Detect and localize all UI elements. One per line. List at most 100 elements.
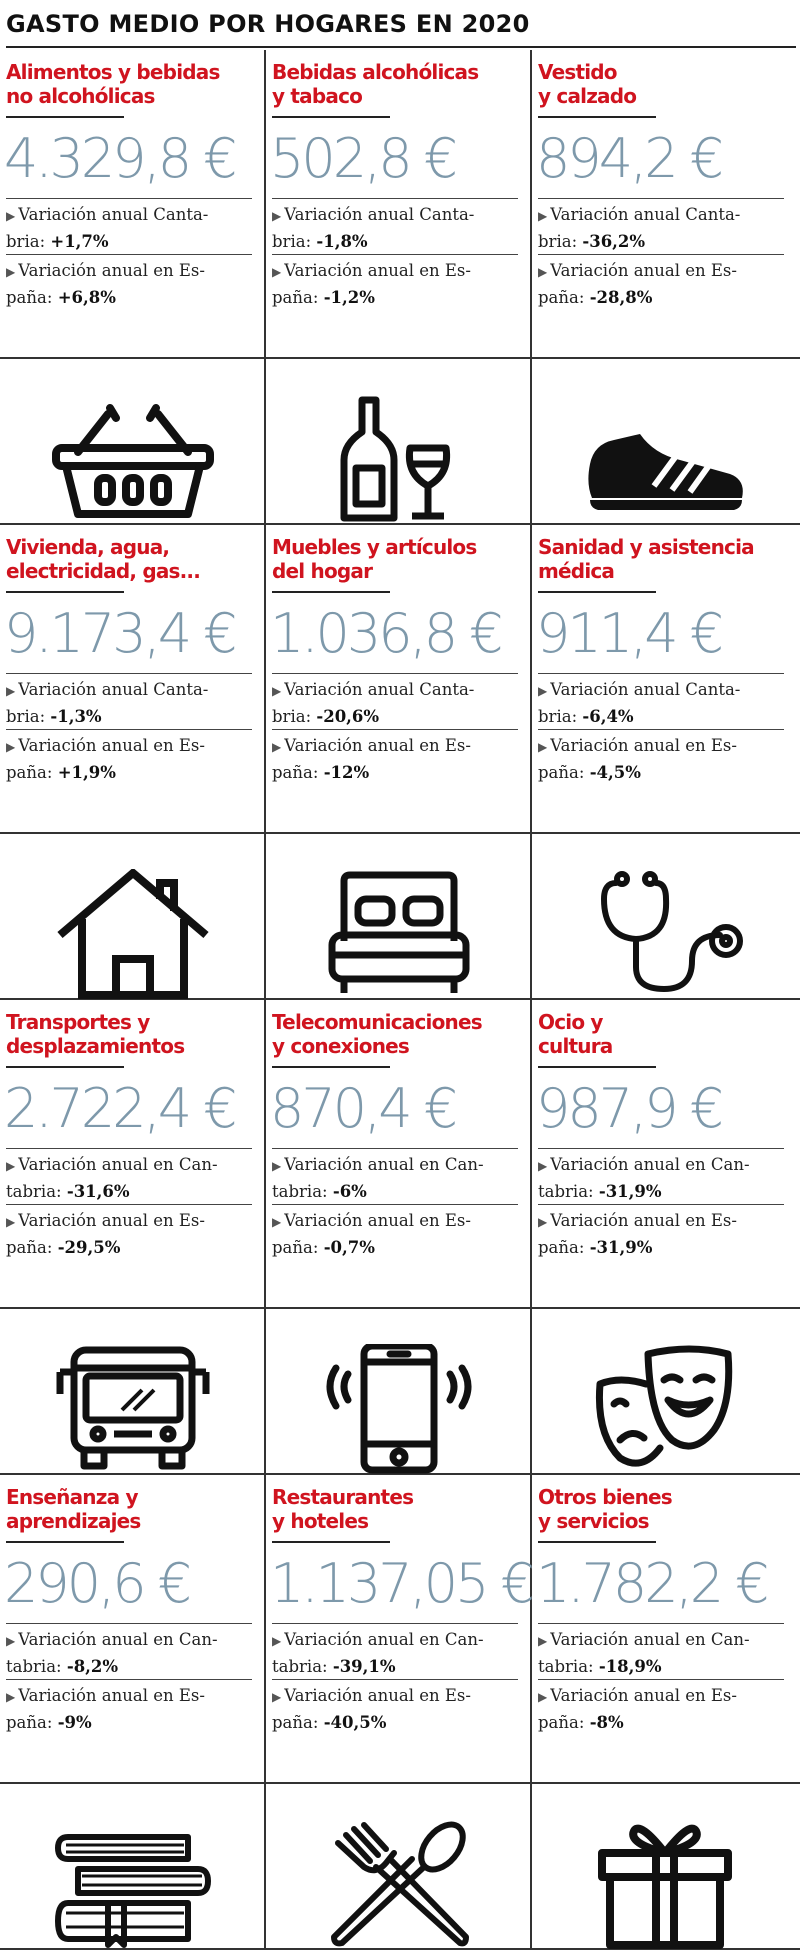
category-cell: Transportes y desplazamientos 2.722,4 € ▶ V… [0,1000,266,1475]
cantabria-variation-label: Variación anual Canta- bria: [272,205,475,251]
category-name: Enseñanza y aprendizajes [6,1485,141,1533]
category-cell: Vestido y calzado 894,2 € ▶ Variación anual… [532,50,798,525]
triangle-bullet-icon: ▶ [272,1159,282,1173]
cantabria-variation: ▶ Variación anual en Can- tabria: -39,1% [272,1627,524,1679]
average-spending-amount: 502,8 € [270,127,458,190]
variation-divider [538,1148,784,1150]
category-name: Bebidas alcohólicas y tabaco [272,60,479,108]
triangle-bullet-icon: ▶ [538,740,548,754]
cantabria-variation-value: -20,6% [316,707,380,726]
triangle-bullet-icon: ▶ [538,1690,548,1704]
category-underline [272,116,390,118]
category-underline [6,116,124,118]
category-underline [272,591,390,593]
spain-variation: ▶ Variación anual en Es- paña: -9% [6,1683,258,1735]
cantabria-variation-value: +1,7% [50,232,109,251]
page-title: GASTO MEDIO POR HOGARES EN 2020 [6,8,796,48]
cantabria-variation-label: Variación anual Canta- bria: [538,205,741,251]
category-cell: Enseñanza y aprendizajes 290,6 € ▶ Variació… [0,1475,266,1950]
spain-variation-label: Variación anual en Es- paña: [6,261,205,307]
bed-icon [314,869,484,999]
cantabria-variation-label: Variación anual Canta- bria: [6,680,209,726]
spain-variation-value: -40,5% [323,1713,387,1732]
cantabria-variation: ▶ Variación anual en Can- tabria: -31,6% [6,1152,258,1204]
average-spending-amount: 1.782,2 € [536,1552,770,1615]
category-underline [6,591,124,593]
spain-variation-value: +6,8% [57,288,116,307]
average-spending-amount: 870,4 € [270,1077,458,1140]
spain-variation-label: Variación anual en Es- paña: [272,1686,471,1732]
triangle-bullet-icon: ▶ [272,265,282,279]
category-underline [538,1541,656,1543]
spain-variation: ▶ Variación anual en Es- paña: -40,5% [272,1683,524,1735]
triangle-bullet-icon: ▶ [6,265,16,279]
spain-variation-label: Variación anual en Es- paña: [538,1211,737,1257]
spain-variation-label: Variación anual en Es- paña: [6,1686,205,1732]
category-underline [538,1066,656,1068]
cantabria-variation: ▶ Variación anual Canta- bria: -20,6% [272,677,524,729]
smartphone-icon [314,1344,484,1474]
cantabria-variation: ▶ Variación anual en Can- tabria: -31,9% [538,1152,790,1204]
category-cell: Ocio y cultura 987,9 € ▶ Variación anual en… [532,1000,798,1475]
triangle-bullet-icon: ▶ [6,1690,16,1704]
cantabria-variation-value: -1,3% [50,707,102,726]
bus-icon [48,1344,218,1474]
average-spending-amount: 894,2 € [536,127,724,190]
spain-variation-value: -0,7% [323,1238,375,1257]
cantabria-variation: ▶ Variación anual Canta- bria: -1,8% [272,202,524,254]
column-divider [530,1000,532,1475]
shopping-basket-icon [48,394,218,524]
triangle-bullet-icon: ▶ [272,740,282,754]
triangle-bullet-icon: ▶ [538,1634,548,1648]
cantabria-variation-value: -6% [332,1182,367,1201]
category-cell: Otros bienes y servicios 1.782,2 € ▶ Variac… [532,1475,798,1950]
icon-divider [0,1782,800,1784]
variation-divider [272,729,518,731]
shopping-basket-icon-container [0,392,266,525]
spain-variation-value: -29,5% [57,1238,121,1257]
spending-grid: Alimentos y bebidas no alcohólicas 4.329,… [0,50,800,1950]
spain-variation: ▶ Variación anual en Es- paña: +6,8% [6,258,258,310]
category-cell: Restaurantes y hoteles 1.137,05 € ▶ Variaci… [266,1475,535,1950]
category-name: Transportes y desplazamientos [6,1010,185,1058]
cantabria-variation-value: -8,2% [66,1657,119,1676]
average-spending-amount: 987,9 € [536,1077,724,1140]
sneaker-icon-container [532,392,798,525]
triangle-bullet-icon: ▶ [538,265,548,279]
cantabria-variation-value: -18,9% [598,1657,662,1676]
category-cell: Muebles y artículos del hogar 1.036,8 € ▶ V… [266,525,532,1000]
spain-variation: ▶ Variación anual en Es- paña: -12% [272,733,524,785]
triangle-bullet-icon: ▶ [272,209,282,223]
cantabria-variation-label: Variación anual en Can- tabria: [6,1630,218,1676]
cantabria-variation-value: -1,8% [316,232,368,251]
category-name: Otros bienes y servicios [538,1485,673,1533]
cantabria-variation-label: Variación anual Canta- bria: [538,680,741,726]
theater-masks-icon [580,1344,750,1474]
cantabria-variation-label: Variación anual en Can- tabria: [272,1155,484,1201]
triangle-bullet-icon: ▶ [538,1159,548,1173]
variation-divider [538,729,784,731]
column-divider [264,1475,266,1950]
fork-spoon-icon-container [266,1817,532,1950]
column-divider [264,525,266,1000]
variation-divider [272,1204,518,1206]
row-divider [0,1473,800,1475]
category-cell: Bebidas alcohólicas y tabaco 502,8 € ▶ Vari… [266,50,532,525]
category-name: Alimentos y bebidas no alcohólicas [6,60,220,108]
wine-bottle-glass-icon [314,394,484,524]
cantabria-variation-label: Variación anual Canta- bria: [272,680,475,726]
spain-variation: ▶ Variación anual en Es- paña: -0,7% [272,1208,524,1260]
category-name: Vestido y calzado [538,60,637,108]
gift-icon [580,1819,750,1949]
spain-variation-label: Variación anual en Es- paña: [272,261,471,307]
books-icon [48,1819,218,1949]
spain-variation-label: Variación anual en Es- paña: [272,736,471,782]
spain-variation-label: Variación anual en Es- paña: [538,1686,737,1732]
category-cell: Alimentos y bebidas no alcohólicas 4.329,… [0,50,266,525]
triangle-bullet-icon: ▶ [538,1215,548,1229]
spain-variation-label: Variación anual en Es- paña: [6,736,205,782]
spain-variation-value: -1,2% [323,288,375,307]
category-row: Vivienda, agua, electricidad, gas... 9.17… [0,525,800,1000]
category-name: Vivienda, agua, electricidad, gas... [6,535,201,583]
icon-divider [0,1307,800,1309]
